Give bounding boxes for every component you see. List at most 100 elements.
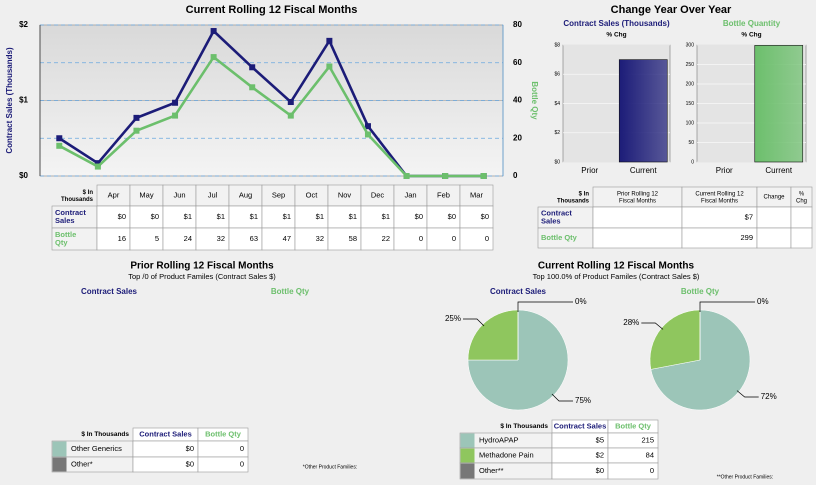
table-cell-text: $2 — [596, 450, 604, 459]
point-marker — [172, 112, 179, 119]
table-cell — [790, 206, 813, 229]
point-marker — [94, 160, 101, 167]
y-tick-label: 250 — [686, 62, 695, 68]
section-title: Change Year Over Year — [611, 4, 732, 16]
table-cell-text: 32 — [217, 234, 225, 243]
table-header: % Chg — [796, 191, 807, 204]
y-tick-label: $2 — [554, 130, 560, 136]
table-cell-text: $1 — [217, 212, 225, 221]
bar — [754, 45, 804, 163]
table-header: May — [139, 190, 153, 199]
section-title: Current Rolling 12 Fiscal Months — [538, 261, 695, 272]
table-cell-text: $0 — [186, 459, 194, 468]
data-label: 72% — [761, 392, 777, 401]
table-cell-text: $1 — [382, 212, 390, 221]
table-cell-text: $1 — [184, 212, 192, 221]
table-cell-text: 16 — [118, 234, 126, 243]
table-header: Nov — [338, 190, 352, 199]
x-tick-label: Current — [630, 166, 657, 175]
table-cell — [756, 206, 792, 229]
y-axis-title: Contract Sales (Thousands) — [5, 47, 14, 154]
table-cell-text: 63 — [250, 234, 258, 243]
table-header: Oct — [306, 190, 319, 199]
point-marker — [172, 99, 179, 106]
data-label: 25% — [445, 314, 461, 323]
point-marker — [56, 142, 63, 149]
table-cell-text: 0 — [650, 466, 654, 475]
y-tick-label: $0 — [19, 171, 28, 180]
chart-title: Contract Sales (Thousands) — [563, 19, 670, 28]
row-label: HydroAPAP — [479, 435, 518, 444]
data-label: 0% — [757, 297, 769, 306]
table-header: Dec — [371, 190, 385, 199]
chart-title: Current Rolling 12 Fiscal Months — [186, 4, 358, 16]
chart-subtitle: % Chg — [606, 32, 626, 39]
series-line — [58, 55, 484, 178]
row-label: Other* — [71, 459, 93, 468]
table-cell-text: $0 — [415, 212, 423, 221]
table-cell-text: 299 — [740, 233, 753, 242]
table-header: Jun — [173, 190, 185, 199]
point-marker — [249, 64, 256, 71]
chart-title: Contract Sales — [490, 287, 547, 296]
point-marker — [364, 123, 371, 130]
table-cell — [197, 456, 249, 473]
table-header: Contract Sales — [139, 429, 192, 438]
table-cell-text: 32 — [316, 234, 324, 243]
y2-tick-label: 80 — [513, 20, 522, 29]
table-cell-text: 215 — [641, 435, 654, 444]
leader-line — [736, 390, 759, 398]
y-tick-label: $2 — [19, 20, 28, 29]
y2-tick-label: 20 — [513, 133, 522, 142]
color-swatch — [52, 457, 67, 472]
chart-title: Contract Sales — [81, 287, 138, 296]
leader-line — [517, 301, 573, 312]
y-tick-label: $8 — [554, 42, 560, 48]
table-cell-text: 84 — [646, 450, 654, 459]
leader-line — [641, 322, 664, 330]
table-header: $ In Thousands — [81, 431, 129, 438]
section-subtitle: Top 100.0% of Product Familes (Contract … — [533, 272, 700, 281]
table-cell-text: 0 — [419, 234, 423, 243]
table-cell-text: 22 — [382, 234, 390, 243]
color-swatch — [52, 441, 67, 457]
point-marker — [364, 131, 371, 138]
chart-title: Bottle Quantity — [723, 19, 781, 28]
table-cell-text: 58 — [349, 234, 357, 243]
table-header: Prior Rolling 12 Fiscal Months — [617, 191, 659, 204]
point-marker — [94, 163, 101, 170]
y-tick-label: 100 — [686, 120, 695, 126]
row-label: Methadone Pain — [479, 450, 534, 459]
table-header: Jul — [208, 190, 218, 199]
table-cell-text: $0 — [151, 212, 159, 221]
table-cell-text: $0 — [481, 212, 489, 221]
y-tick-label: 200 — [686, 81, 695, 87]
footnote: *Other Product Families: — [303, 464, 357, 470]
table-header: Bottle Qty — [205, 429, 242, 438]
table-cell-text: 0 — [240, 444, 244, 453]
point-marker — [133, 114, 140, 121]
point-marker — [403, 173, 410, 179]
table-cell-text: 47 — [283, 234, 291, 243]
leader-line — [551, 393, 574, 402]
point-marker — [326, 37, 333, 44]
y2-tick-label: 40 — [513, 96, 522, 105]
color-swatch — [460, 433, 475, 448]
y-tick-label: $1 — [19, 96, 28, 105]
table-cell — [592, 206, 683, 229]
color-swatch — [460, 448, 475, 463]
point-marker — [210, 28, 217, 35]
table-cell-text: $0 — [596, 466, 604, 475]
table-header: Aug — [239, 190, 252, 199]
table-cell — [592, 227, 683, 249]
point-marker — [442, 173, 449, 179]
footnote: **Other Product Families: — [717, 474, 773, 480]
chart-title: Bottle Qty — [271, 287, 310, 296]
y-tick-label: $6 — [554, 72, 560, 78]
x-tick-label: Current — [765, 166, 792, 175]
table-cell-text: $0 — [186, 444, 194, 453]
table-cell-text: 0 — [240, 459, 244, 468]
point-marker — [326, 63, 333, 70]
color-swatch — [460, 463, 475, 479]
